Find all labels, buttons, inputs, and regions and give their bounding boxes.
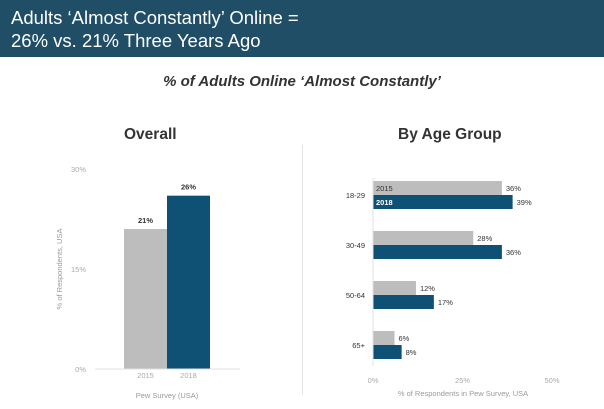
legend-2015: 2015 xyxy=(376,184,393,193)
age-value-label: 28% xyxy=(477,234,492,243)
age-group-label: 65+ xyxy=(352,341,365,350)
age-value-label: 8% xyxy=(406,348,417,357)
panel-divider xyxy=(302,145,303,395)
age-bar-2018-18-29 xyxy=(373,195,513,209)
age-value-label: 12% xyxy=(420,284,435,293)
title-banner: Adults ‘Almost Constantly’ Online = 26% … xyxy=(0,0,604,57)
age-group-label: 30-49 xyxy=(346,241,365,250)
age-bar-2018-30-49 xyxy=(373,245,502,259)
legend-2018: 2018 xyxy=(376,198,393,207)
overall-x-tick-label: 2015 xyxy=(137,371,154,380)
overall-y-tick-label: 30% xyxy=(71,165,86,174)
overall-x-axis-title: Pew Survey (USA) xyxy=(136,391,199,400)
age-group-label: 18-29 xyxy=(346,191,365,200)
age-value-label: 17% xyxy=(438,298,453,307)
age-bar-2015-30-49 xyxy=(373,231,474,245)
age-x-tick-label: 25% xyxy=(455,376,470,385)
age-bar-2015-18-29 xyxy=(373,181,502,195)
chart-subtitle: % of Adults Online ‘Almost Constantly’ xyxy=(163,73,441,90)
age-bar-2015-65+ xyxy=(373,331,395,345)
overall-bar-2015 xyxy=(124,229,167,369)
banner-title-line-2: 26% vs. 21% Three Years Ago xyxy=(11,30,261,51)
overall-x-tick-label: 2018 xyxy=(180,371,197,380)
banner-title-line-1: Adults ‘Almost Constantly’ Online = xyxy=(11,7,299,28)
age-value-label: 6% xyxy=(398,334,409,343)
overall-y-tick-label: 15% xyxy=(71,265,86,274)
age-group-chart-title: By Age Group xyxy=(398,126,502,143)
age-bar-2018-50-64 xyxy=(373,295,434,309)
age-x-tick-label: 0% xyxy=(368,376,379,385)
overall-value-label: 21% xyxy=(138,216,153,225)
overall-chart-title: Overall xyxy=(124,126,177,143)
overall-y-tick-label: 0% xyxy=(75,365,86,374)
age-group-label: 50-64 xyxy=(346,291,365,300)
age-bar-2015-50-64 xyxy=(373,281,416,295)
age-x-tick-label: 50% xyxy=(544,376,559,385)
overall-value-label: 26% xyxy=(181,183,196,192)
age-x-axis-title: % of Respondents in Pew Survey, USA xyxy=(398,389,528,398)
overall-bar-2018 xyxy=(167,195,210,369)
age-value-label: 36% xyxy=(506,184,521,193)
age-value-label: 39% xyxy=(517,198,532,207)
overall-y-axis-title: % of Respondents, USA xyxy=(55,229,64,310)
age-bar-2018-65+ xyxy=(373,345,402,359)
age-value-label: 36% xyxy=(506,248,521,257)
